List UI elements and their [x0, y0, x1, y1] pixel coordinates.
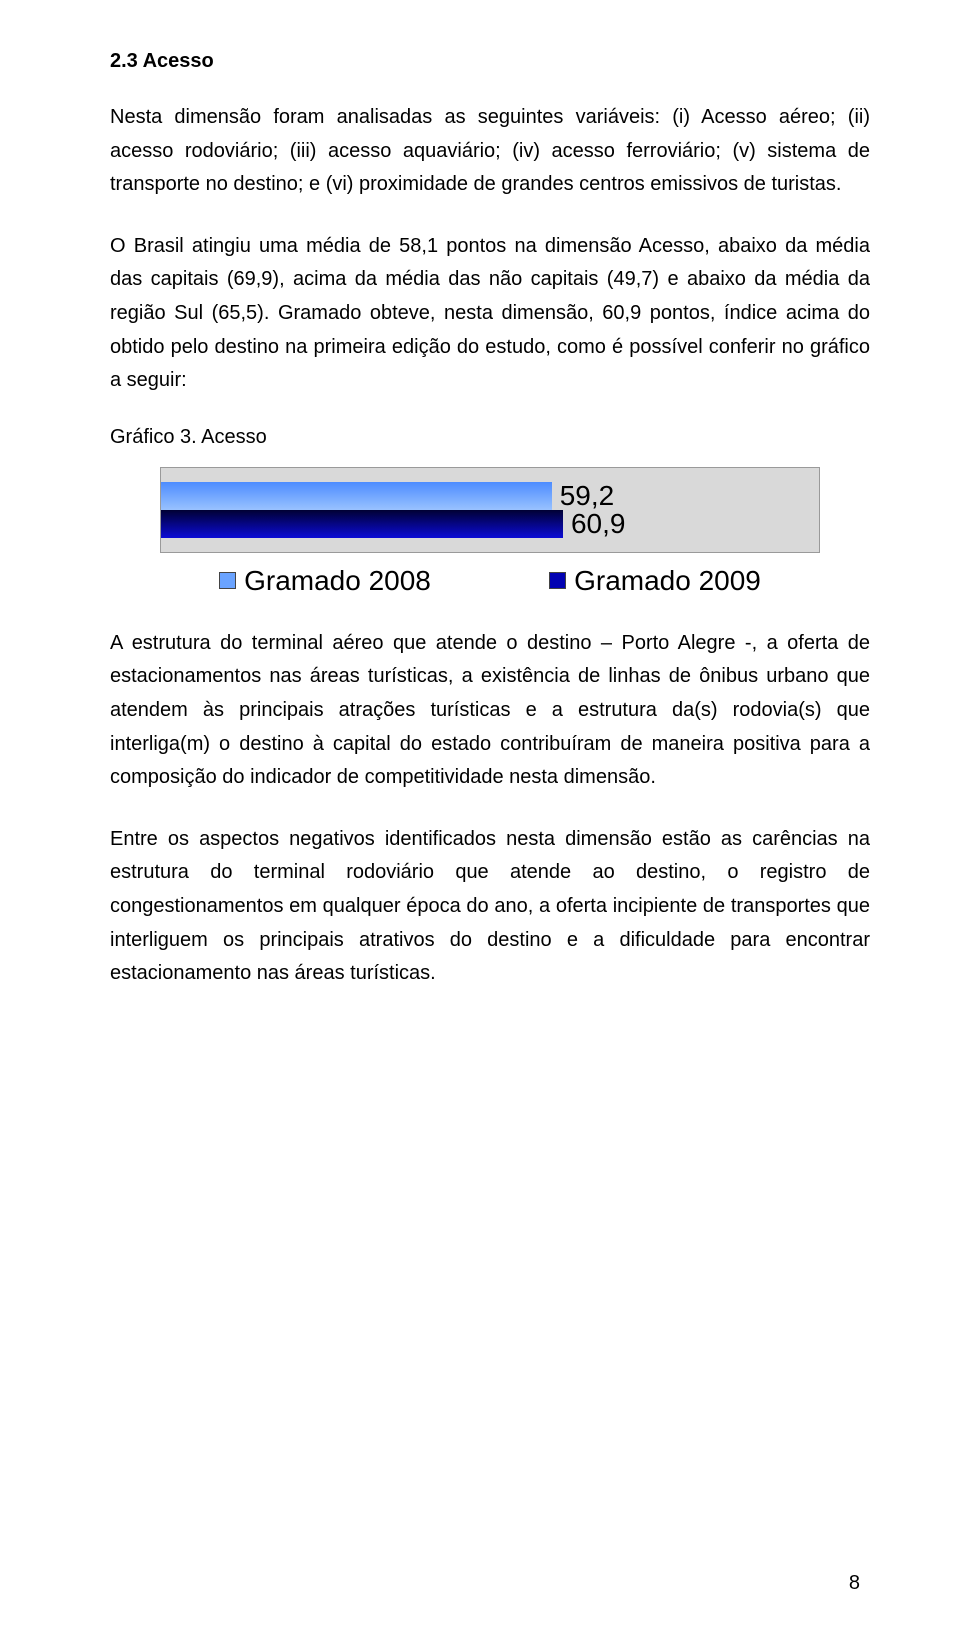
chart-caption: Gráfico 3. Acesso: [110, 426, 870, 449]
paragraph-3: A estrutura do terminal aéreo que atende…: [110, 627, 870, 795]
paragraph-2: O Brasil atingiu uma média de 58,1 ponto…: [110, 230, 870, 398]
paragraph-4: Entre os aspectos negativos identificado…: [110, 823, 870, 991]
paragraph-1: Nesta dimensão foram analisadas as segui…: [110, 101, 870, 202]
legend-swatch-2009: [549, 572, 566, 589]
bar-label-2009: 60,9: [571, 508, 626, 540]
section-heading: 2.3 Acesso: [110, 50, 870, 73]
bar-gramado-2009: 60,9: [161, 510, 563, 538]
legend-item-2008: Gramado 2008: [219, 565, 431, 597]
legend-item-2009: Gramado 2009: [549, 565, 761, 597]
bar-gramado-2008: 59,2: [161, 482, 552, 510]
page-number: 8: [849, 1572, 860, 1595]
chart-plot-area: 59,2 60,9: [160, 467, 820, 553]
legend-label-2008: Gramado 2008: [244, 565, 431, 597]
chart-legend: Gramado 2008 Gramado 2009: [160, 565, 820, 597]
legend-label-2009: Gramado 2009: [574, 565, 761, 597]
legend-swatch-2008: [219, 572, 236, 589]
acesso-chart: 59,2 60,9 Gramado 2008 Gramado 2009: [160, 467, 820, 597]
